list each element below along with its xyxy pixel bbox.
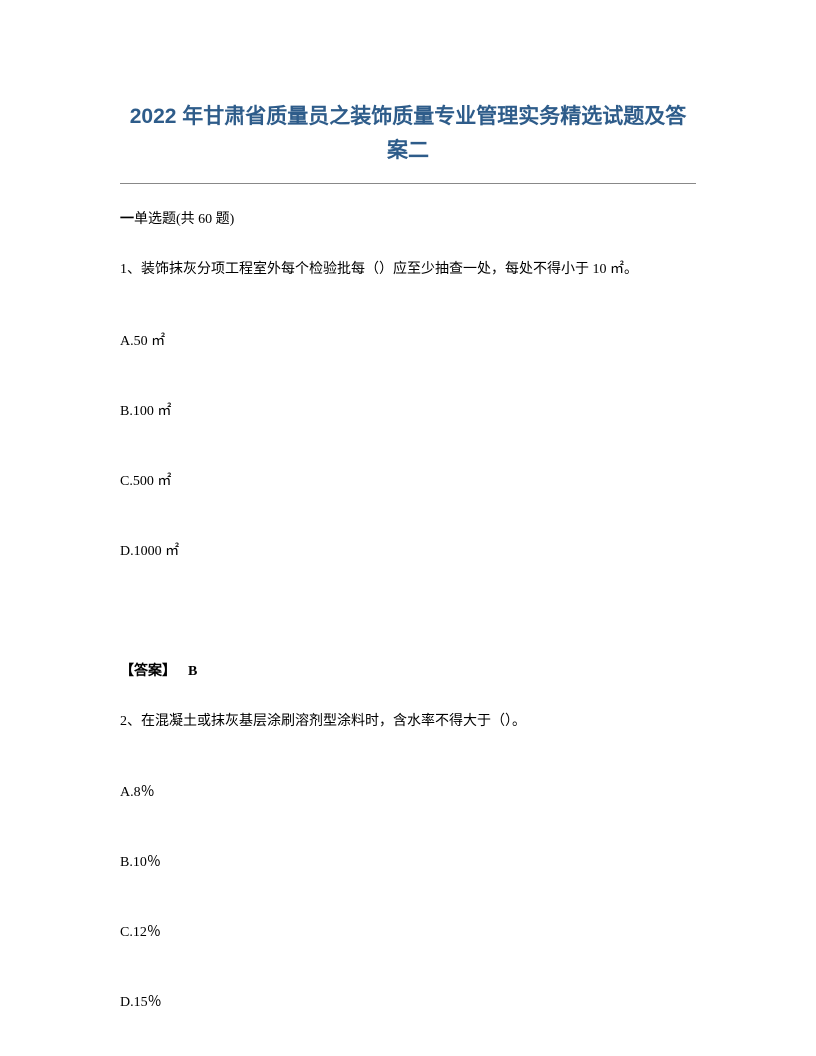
document-title: 2022 年甘肃省质量员之装饰质量专业管理实务精选试题及答案二 [120,100,696,184]
answer-label: 【答案】 [120,664,176,679]
question-1-answer: 【答案】 B [120,660,696,680]
question-2-option-c: C.12％ [120,921,696,941]
section-header: 一单选题(共 60 题) [120,208,696,228]
question-2-option-b: B.10％ [120,851,696,871]
question-1-option-d: D.1000 ㎡ [120,540,696,560]
question-1: 1、装饰抹灰分项工程室外每个检验批每（）应至少抽查一处，每处不得小于 10 ㎡。 [120,260,696,280]
question-2: 2、在混凝土或抹灰基层涂刷溶剂型涂料时，含水率不得大于（）。 [120,712,696,732]
question-2-option-a: A.8％ [120,781,696,801]
section-label: 单选题 [134,212,176,227]
question-1-option-c: C.500 ㎡ [120,470,696,490]
section-count: (共 60 题) [176,212,234,227]
question-1-option-a: A.50 ㎡ [120,330,696,350]
question-2-option-d: D.15％ [120,991,696,1011]
answer-value: B [188,664,197,679]
question-1-option-b: B.100 ㎡ [120,400,696,420]
section-prefix: 一 [120,212,134,227]
